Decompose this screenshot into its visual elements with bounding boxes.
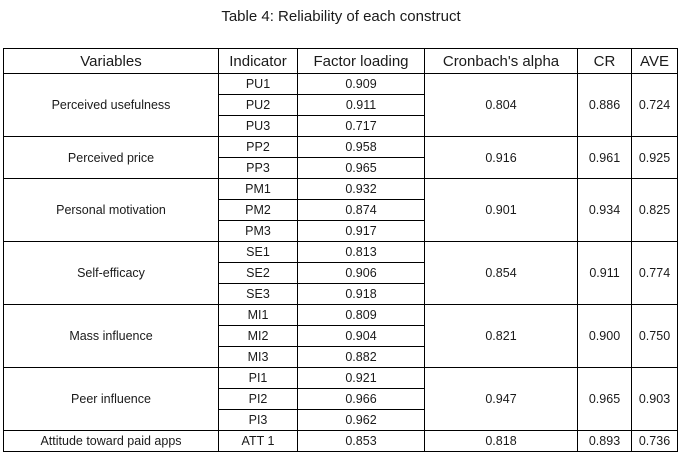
reliability-table: Variables Indicator Factor loading Cronb… [3, 48, 678, 452]
ave-cell: 0.750 [631, 304, 678, 368]
factor-loading-cell: 0.962 [297, 409, 425, 431]
factor-loading-cell: 0.932 [297, 178, 425, 200]
indicator-cell: ATT 1 [218, 430, 298, 452]
header-row: Variables Indicator Factor loading Cronb… [3, 48, 678, 74]
cr-cell: 0.893 [577, 430, 632, 452]
table-row: MI2 0.904 [4, 325, 678, 347]
ave-cell: 0.925 [631, 136, 678, 179]
variable-cell: Perceived price [3, 136, 219, 179]
indicator-cell: PU2 [218, 94, 298, 116]
cronbachs-alpha-cell: 0.916 [424, 136, 578, 179]
header-ave: AVE [631, 48, 678, 74]
table-row: PP3 0.965 [4, 157, 678, 179]
factor-loading-cell: 0.917 [297, 220, 425, 242]
variable-cell: Mass influence [3, 304, 219, 368]
variable-cell: Peer influence [3, 367, 219, 431]
cr-cell: 0.934 [577, 178, 632, 242]
indicator-cell: SE3 [218, 283, 298, 305]
table-row: Attitude toward paid apps ATT 1 0.853 0.818… [3, 430, 678, 452]
table-body: Perceived usefulness PU1 0.909 0.804 0.886 0.… [3, 73, 678, 452]
variable-cell: Attitude toward paid apps [3, 430, 219, 452]
factor-loading-cell: 0.911 [297, 94, 425, 116]
header-factor-loading: Factor loading [297, 48, 425, 74]
cr-cell: 0.965 [577, 367, 632, 431]
indicator-cell: PI2 [218, 388, 298, 410]
header-variables: Variables [3, 48, 219, 74]
cr-cell: 0.911 [577, 241, 632, 305]
indicator-cell: PU1 [218, 73, 298, 95]
factor-loading-cell: 0.966 [297, 388, 425, 410]
indicator-cell: PI3 [218, 409, 298, 431]
ave-cell: 0.825 [631, 178, 678, 242]
factor-loading-cell: 0.882 [297, 346, 425, 368]
cronbachs-alpha-cell: 0.818 [424, 430, 578, 452]
cronbachs-alpha-cell: 0.821 [424, 304, 578, 368]
table-row: PI2 0.966 [4, 388, 678, 410]
factor-loading-cell: 0.717 [297, 115, 425, 137]
indicator-cell: MI2 [218, 325, 298, 347]
table-row: PM3 0.917 [4, 220, 678, 242]
ave-cell: 0.724 [631, 73, 678, 137]
ave-cell: 0.774 [631, 241, 678, 305]
indicator-cell: SE1 [218, 241, 298, 263]
cronbachs-alpha-cell: 0.947 [424, 367, 578, 431]
indicator-cell: PP3 [218, 157, 298, 179]
ave-cell: 0.903 [631, 367, 678, 431]
indicator-cell: PM2 [218, 199, 298, 221]
table-row: Self-efficacy SE1 0.813 0.854 0.911 0.774 [3, 241, 678, 305]
table-row: Perceived price PP2 0.958 0.916 0.961 0.925 [3, 136, 678, 179]
variable-cell: Perceived usefulness [3, 73, 219, 137]
variable-cell: Self-efficacy [3, 241, 219, 305]
indicator-cell: PM3 [218, 220, 298, 242]
table-row: Personal motivation PM1 0.932 0.901 0.934 0.8… [3, 178, 678, 242]
cr-cell: 0.961 [577, 136, 632, 179]
factor-loading-cell: 0.909 [297, 73, 425, 95]
factor-loading-cell: 0.853 [297, 430, 425, 452]
cronbachs-alpha-cell: 0.901 [424, 178, 578, 242]
table-caption: Table 4: Reliability of each construct [221, 8, 461, 25]
factor-loading-cell: 0.813 [297, 241, 425, 263]
table-row: Mass influence MI1 0.809 0.821 0.900 0.750 [3, 304, 678, 368]
table-row: PI3 0.962 [4, 409, 678, 431]
indicator-cell: PP2 [218, 136, 298, 158]
factor-loading-cell: 0.918 [297, 283, 425, 305]
cronbachs-alpha-cell: 0.804 [424, 73, 578, 137]
indicator-cell: PU3 [218, 115, 298, 137]
factor-loading-cell: 0.874 [297, 199, 425, 221]
cr-cell: 0.886 [577, 73, 632, 137]
indicator-cell: PI1 [218, 367, 298, 389]
factor-loading-cell: 0.965 [297, 157, 425, 179]
table-row: Peer influence PI1 0.921 0.947 0.965 0.903 [3, 367, 678, 431]
header-cr: CR [577, 48, 632, 74]
factor-loading-cell: 0.904 [297, 325, 425, 347]
indicator-cell: PM1 [218, 178, 298, 200]
cr-cell: 0.900 [577, 304, 632, 368]
table-row: MI3 0.882 [4, 346, 678, 368]
variable-cell: Personal motivation [3, 178, 219, 242]
header-indicator: Indicator [218, 48, 298, 74]
table-row: Perceived usefulness PU1 0.909 0.804 0.886 0.… [3, 73, 678, 137]
header-cronbachs-alpha: Cronbach's alpha [424, 48, 578, 74]
indicator-cell: SE2 [218, 262, 298, 284]
factor-loading-cell: 0.921 [297, 367, 425, 389]
indicator-cell: MI1 [218, 304, 298, 326]
indicator-cell: MI3 [218, 346, 298, 368]
factor-loading-cell: 0.958 [297, 136, 425, 158]
factor-loading-cell: 0.809 [297, 304, 425, 326]
table-row: SE3 0.918 [4, 283, 678, 305]
ave-cell: 0.736 [631, 430, 678, 452]
factor-loading-cell: 0.906 [297, 262, 425, 284]
cronbachs-alpha-cell: 0.854 [424, 241, 578, 305]
